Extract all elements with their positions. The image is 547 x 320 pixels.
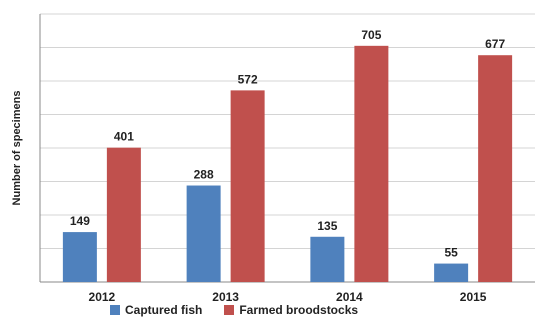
data-labels: 149 401 288 572 135 705 55 677 (70, 28, 506, 260)
y-axis-label: Number of specimens (11, 91, 23, 206)
legend-swatch-captured-fish (110, 305, 120, 315)
data-label-farmed-broodstocks-2015: 677 (485, 37, 505, 51)
bar-captured-fish-2015 (434, 263, 469, 282)
legend-label-captured-fish: Captured fish (125, 303, 203, 317)
data-label-captured-fish-2012: 149 (70, 214, 90, 228)
bar-farmed-broodstocks-2015 (478, 55, 513, 282)
legend: Captured fish Farmed broodstocks (110, 303, 380, 317)
legend-label-farmed-broodstocks: Farmed broodstocks (239, 303, 359, 317)
bar-farmed-broodstocks-2013 (230, 90, 265, 282)
bars (62, 45, 513, 283)
x-tick-label-2015: 2015 (460, 290, 487, 304)
legend-item-farmed-broodstocks: Farmed broodstocks (224, 303, 358, 317)
bar-captured-fish-2012 (62, 232, 97, 282)
legend-item-captured-fish: Captured fish (110, 303, 202, 317)
data-label-captured-fish-2013: 288 (194, 168, 214, 182)
bar-farmed-broodstocks-2014 (354, 45, 389, 283)
data-label-farmed-broodstocks-2012: 401 (114, 130, 134, 144)
bar-captured-fish-2014 (310, 236, 345, 282)
data-label-farmed-broodstocks-2014: 705 (361, 28, 381, 42)
x-tick-label-2012: 2012 (89, 290, 116, 304)
legend-swatch-farmed-broodstocks (224, 305, 235, 315)
data-label-captured-fish-2015: 55 (444, 246, 458, 260)
data-label-captured-fish-2014: 135 (317, 219, 337, 233)
x-tick-label-2013: 2013 (212, 290, 239, 304)
bar-captured-fish-2013 (186, 185, 221, 282)
bar-farmed-broodstocks-2012 (106, 147, 141, 282)
data-label-farmed-broodstocks-2013: 572 (238, 72, 258, 86)
x-tick-label-2014: 2014 (336, 290, 363, 304)
x-tick-labels: 2012 2013 2014 2015 (89, 290, 487, 304)
